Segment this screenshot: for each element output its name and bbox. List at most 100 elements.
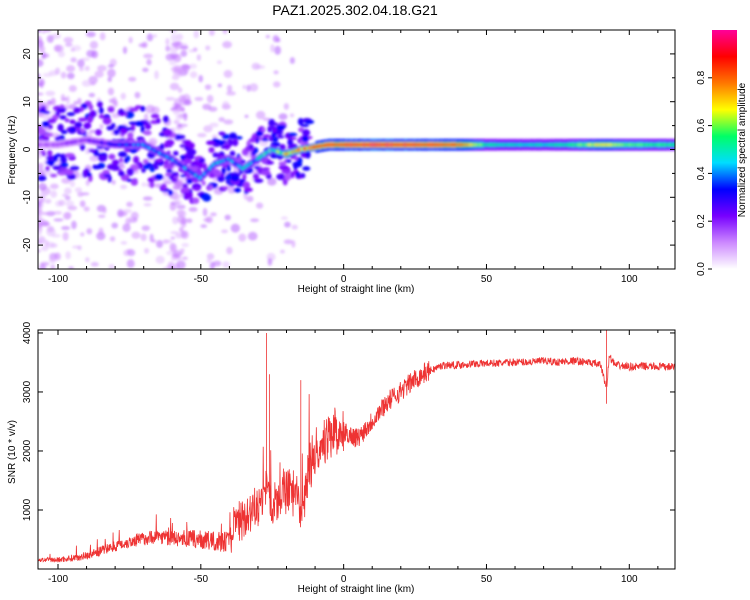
spectrogram-cell (88, 104, 94, 111)
spectrogram-cell (240, 159, 246, 164)
spectrogram-noise-cell (247, 231, 258, 241)
spectrogram-cell (82, 170, 88, 178)
spectrogram-noise-cell (244, 114, 249, 118)
spectrogram-noise-cell (169, 202, 177, 211)
spectrogram-cell (165, 139, 175, 147)
spectrogram-noise-cell (99, 32, 106, 41)
spectrogram-cell (201, 180, 206, 186)
spectrogram-cell (128, 121, 138, 125)
spectrogram-cell (118, 170, 125, 177)
spectrogram-noise-cell (84, 65, 90, 71)
spectrogram-noise-cell (171, 74, 180, 81)
colorbar-tick-label: 0.6 (696, 118, 707, 132)
spectrogram-noise-cell (175, 33, 184, 41)
spectrogram-noise-cell (61, 226, 71, 231)
snr-ylabel: SNR (10 * v/v) (7, 420, 18, 484)
spectrogram-noise-cell (197, 133, 207, 138)
spectrogram-noise-cell (283, 103, 289, 110)
spectrogram-cell (262, 134, 271, 138)
spectrogram-noise-cell (278, 113, 288, 120)
spectrogram-noise-cell (176, 260, 186, 269)
spectrogram-cell (188, 154, 195, 160)
figure-title: PAZ1.2025.302.04.18.G21 (272, 2, 438, 18)
spectrogram-noise-cell (172, 216, 179, 225)
spectrogram-cell (159, 143, 165, 151)
spectrogram-noise-cell (146, 157, 156, 162)
spectrogram-noise-cell (38, 182, 47, 191)
y-tick-label: 4000 (22, 321, 33, 344)
spectrogram-noise-cell (186, 218, 193, 223)
spectrogram-noise-cell (230, 223, 241, 233)
spectrogram-ylabel: Frequency (Hz) (7, 116, 18, 185)
spectrogram-cell (126, 168, 134, 176)
spectrogram-cell (228, 132, 237, 140)
spectrogram-noise-cell (170, 230, 179, 235)
spectrogram-noise-cell (162, 239, 169, 245)
spectrogram-cell (41, 120, 50, 128)
spectrogram-cell (42, 136, 50, 142)
spectrogram-noise-cell (111, 96, 117, 106)
spectrogram-noise-cell (38, 30, 42, 33)
spectrogram-noise-cell (111, 179, 116, 185)
spectrogram-noise-cell (188, 207, 198, 212)
spectrogram-cell (119, 128, 128, 135)
spectrogram-noise-cell (226, 246, 233, 255)
spectrogram-noise-cell (64, 211, 72, 220)
x-tick-label: 0 (341, 274, 347, 285)
spectrogram-noise-cell (54, 44, 64, 53)
spectrogram-cell (213, 169, 222, 178)
spectrogram-noise-cell (169, 82, 180, 91)
spectrogram-cell (253, 165, 261, 170)
snr-axes: -100 -50 0 50 100 1000 2000 3000 4000 (22, 321, 675, 585)
spectrogram-noise-cell (42, 72, 53, 78)
spectrogram-noise-cell (210, 212, 217, 217)
spectrogram-cell (64, 153, 75, 158)
spectrogram-cell (150, 113, 160, 119)
spectrogram-cell (49, 173, 58, 178)
y-tick-label: -20 (22, 237, 33, 252)
spectrogram-noise-cell (176, 204, 186, 210)
spectrogram-noise-cell (41, 220, 49, 227)
spectrogram-cell (301, 135, 309, 143)
spectrogram-cell (60, 162, 69, 168)
spectrogram-noise-cell (188, 49, 195, 53)
colorbar-tick-label: 0.8 (696, 70, 707, 84)
spectrogram-cell (74, 121, 83, 128)
spectrogram-noise-cell (262, 117, 272, 121)
spectrogram-noise-cell (46, 100, 53, 106)
spectrogram-cell (146, 162, 152, 166)
colorbar-gradient (712, 30, 737, 269)
spectrogram-cell (202, 162, 207, 170)
spectrogram-cell (186, 178, 193, 185)
spectrogram-noise-cell (166, 250, 173, 256)
spectrogram-cell (290, 171, 295, 179)
spectrogram-noise-cell (70, 57, 77, 63)
spectrogram-noise-cell (143, 202, 152, 207)
spectrogram-cell (110, 123, 116, 129)
spectrogram-cell (45, 165, 50, 172)
spectrogram-noise-cell (54, 67, 61, 75)
y-tick-label: 10 (22, 96, 33, 108)
spectrogram-noise-cell (60, 71, 67, 79)
y-tick-label: -10 (22, 190, 33, 205)
spectrogram-cell (267, 126, 272, 133)
spectrogram-noise-cell (65, 200, 75, 207)
spectrogram-noise-cell (283, 239, 293, 245)
spectrogram-cell (305, 150, 311, 159)
spectrogram-noise-cell (126, 201, 133, 208)
spectrogram-cell (182, 158, 193, 164)
spectrogram-cell (98, 107, 104, 114)
spectrogram-noise-cell (180, 45, 189, 50)
x-tick-label: 0 (341, 574, 347, 585)
spectrogram-noise-cell (162, 175, 171, 183)
spectrogram-noise-cell (44, 198, 52, 204)
spectrogram-cell (64, 168, 74, 175)
spectrogram-cell (212, 143, 221, 147)
spectrogram-noise-cell (108, 264, 115, 269)
spectrogram-cell (117, 151, 128, 158)
spectrogram-cell (161, 183, 167, 190)
spectrogram-cell (47, 118, 57, 124)
spectrogram-cell (302, 166, 311, 171)
